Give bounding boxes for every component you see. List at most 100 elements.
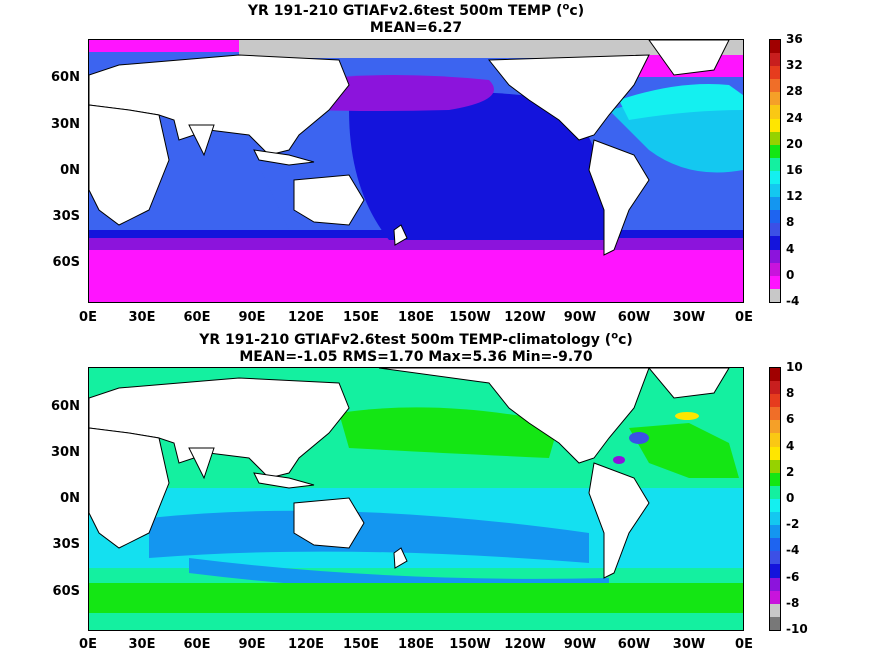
panel2-lon-label: 120E — [287, 637, 325, 652]
colorbar-tick-label: 8 — [786, 386, 795, 401]
panel2-lon-label: 90E — [238, 637, 266, 652]
panel2-title-line2: MEAN=-1.05 RMS=1.70 Max=5.36 Min=-9.70 — [239, 349, 593, 365]
panel2-title-line1: YR 191-210 GTIAFv2.6test 500m TEMP-clima… — [199, 330, 633, 348]
panel2-lat-label-60s: 60S — [52, 584, 80, 599]
colorbar-swatch — [770, 472, 780, 486]
colorbar-swatch — [770, 131, 780, 145]
colorbar-swatch — [770, 551, 780, 565]
colorbar-swatch — [770, 40, 780, 54]
colorbar-tick-label: 8 — [786, 215, 795, 230]
colorbar-swatch — [770, 459, 780, 473]
colorbar-swatch — [770, 603, 780, 617]
colorbar-swatch — [770, 564, 780, 578]
panel1-map — [88, 39, 744, 303]
colorbar-tick-label: 32 — [786, 58, 803, 73]
colorbar-tick-label: 0 — [786, 491, 795, 505]
colorbar-swatch — [770, 288, 780, 302]
colorbar-swatch — [770, 92, 780, 106]
panel1-lon-label: 150W — [449, 310, 491, 325]
colorbar-swatch — [770, 525, 780, 539]
colorbar-swatch — [770, 144, 780, 158]
colorbar-swatch — [770, 105, 780, 119]
panel2-lon-label: 150E — [342, 637, 380, 652]
panel1-lon-label: 0E — [735, 310, 753, 325]
colorbar-swatch — [770, 590, 780, 604]
panel1-lat-label-60s: 60S — [52, 255, 80, 270]
colorbar-swatch — [770, 170, 780, 185]
colorbar-tick-label: 4 — [786, 241, 795, 256]
panel1-lon-label: 90E — [238, 310, 266, 325]
panel1-colorbar — [769, 39, 781, 303]
panel2-lon-label: 150W — [449, 637, 491, 652]
panel1-lat-label-30s: 30S — [52, 209, 80, 224]
colorbar-tick-label: 6 — [786, 412, 795, 427]
panel2-colorbar — [769, 367, 781, 631]
colorbar-swatch — [770, 223, 780, 237]
colorbar-swatch — [770, 420, 780, 434]
panel1-lon-label: 120E — [287, 310, 325, 325]
panel1-lon-label: 180E — [397, 310, 435, 325]
panel1-lat-label-30n: 30N — [51, 117, 80, 132]
colorbar-swatch — [770, 262, 780, 276]
colorbar-swatch — [770, 577, 780, 591]
panel1-lat-label-60n: 60N — [51, 70, 80, 85]
panel2-lat-label-30n: 30N — [51, 445, 80, 460]
panel2-lon-label: 90W — [563, 637, 597, 652]
colorbar-tick-label: 2 — [786, 464, 795, 479]
colorbar-tick-label: -8 — [786, 595, 800, 610]
colorbar-swatch — [770, 433, 780, 447]
colorbar-tick-label: -10 — [786, 622, 808, 636]
panel2-lon-label: 120W — [504, 637, 546, 652]
colorbar-tick-label: 28 — [786, 84, 803, 99]
colorbar-swatch — [770, 53, 780, 67]
panel1-title-line2: MEAN=6.27 — [369, 20, 463, 36]
panel1-lon-label: 150E — [342, 310, 380, 325]
colorbar-swatch — [770, 538, 780, 552]
colorbar-tick-label: 12 — [786, 189, 803, 204]
colorbar-swatch — [770, 66, 780, 80]
colorbar-swatch — [770, 485, 780, 499]
panel1-lon-label: 120W — [504, 310, 546, 325]
panel1-lat-label-0n: 0N — [60, 163, 80, 178]
colorbar-swatch — [770, 381, 780, 395]
panel2-lat-label-0n: 0N — [60, 491, 80, 506]
colorbar-tick-label: 0 — [786, 267, 795, 282]
colorbar-tick-label: 4 — [786, 438, 795, 453]
panel1-lon-label: 30W — [672, 310, 706, 325]
panel1-title-line1: YR 191-210 GTIAFv2.6test 500m TEMP (oc) — [247, 1, 585, 19]
colorbar-swatch — [770, 236, 780, 250]
panel1-lon-label: 30E — [128, 310, 156, 325]
colorbar-swatch — [770, 157, 780, 171]
colorbar-swatch — [770, 184, 780, 198]
panel2-lon-label: 60W — [617, 637, 651, 652]
colorbar-tick-label: 24 — [786, 110, 803, 125]
colorbar-tick-label: 20 — [786, 136, 803, 151]
colorbar-swatch — [770, 394, 780, 408]
colorbar-tick-label: -4 — [786, 294, 800, 308]
colorbar-swatch — [770, 210, 780, 224]
colorbar-swatch — [770, 616, 780, 630]
panel1-lon-label: 60E — [183, 310, 211, 325]
panel1-lon-label: 0E — [79, 310, 97, 325]
colorbar-tick-label: -4 — [786, 543, 800, 558]
colorbar-swatch — [770, 79, 780, 93]
colorbar-swatch — [770, 197, 780, 211]
colorbar-swatch — [770, 407, 780, 421]
colorbar-tick-label: -6 — [786, 569, 800, 584]
panel2-lon-label: 60E — [183, 637, 211, 652]
colorbar-tick-label: 36 — [786, 32, 803, 46]
panel2-lat-label-30s: 30S — [52, 537, 80, 552]
panel2-lon-label: 0E — [735, 637, 753, 652]
colorbar-swatch — [770, 275, 780, 289]
colorbar-tick-label: 10 — [786, 360, 803, 374]
panel2-map — [88, 367, 744, 631]
colorbar-swatch — [770, 498, 780, 513]
colorbar-swatch — [770, 512, 780, 526]
panel2-lon-label: 0E — [79, 637, 97, 652]
panel1-lon-label: 60W — [617, 310, 651, 325]
colorbar-swatch — [770, 118, 780, 132]
colorbar-swatch — [770, 446, 780, 460]
colorbar-swatch — [770, 368, 780, 382]
panel2-lon-label: 30W — [672, 637, 706, 652]
panel2-lat-label-60n: 60N — [51, 399, 80, 414]
